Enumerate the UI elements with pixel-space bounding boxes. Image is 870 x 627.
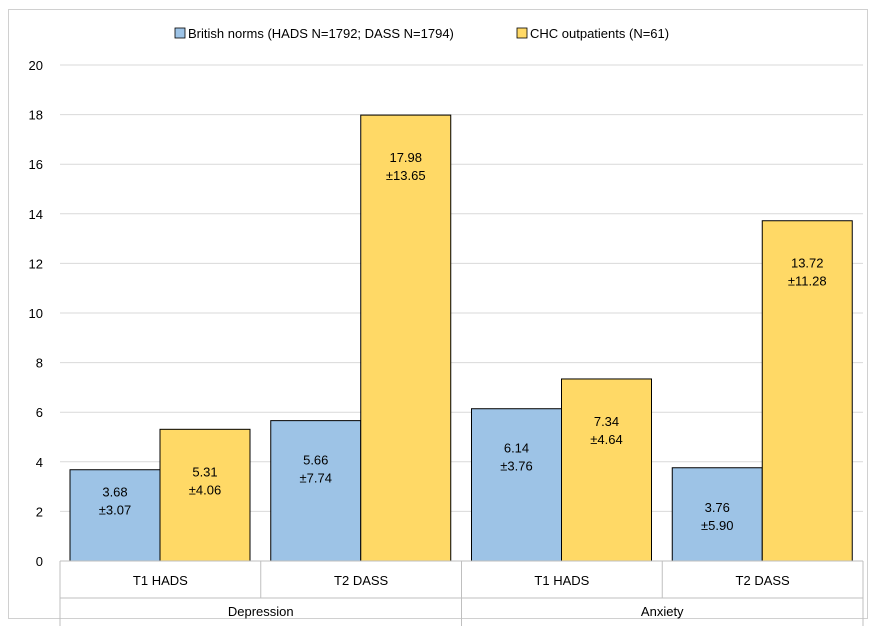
data-label: 7.34	[594, 414, 619, 429]
y-tick-label: 12	[29, 256, 43, 271]
y-axis: 0 2 4 6 8 10 12 14 16 18 20	[29, 58, 43, 569]
legend-label-british-norms: British norms (HADS N=1792; DASS N=1794)	[188, 26, 454, 41]
data-label: ±13.65	[386, 168, 426, 183]
data-label: ±4.64	[590, 432, 622, 447]
legend: British norms (HADS N=1792; DASS N=1794)…	[174, 26, 669, 41]
data-label: 5.66	[303, 453, 328, 468]
bar	[561, 378, 652, 562]
group-label: Depression	[228, 604, 294, 619]
data-label: 3.76	[705, 500, 730, 515]
x-tick-label: T2 DASS	[736, 573, 791, 588]
y-tick-label: 4	[36, 455, 43, 470]
data-label: ±3.07	[99, 503, 131, 518]
x-tick-label: T2 DASS	[334, 573, 389, 588]
data-label: ±7.74	[300, 471, 332, 486]
bar	[69, 469, 161, 562]
y-tick-label: 20	[29, 58, 43, 73]
y-tick-label: 16	[29, 157, 43, 172]
x-tick-label: T1 HADS	[133, 573, 188, 588]
bar	[360, 114, 452, 562]
data-label: ±4.06	[189, 482, 221, 497]
data-label: ±3.76	[500, 459, 532, 474]
legend-swatch-british-norms	[174, 27, 186, 39]
legend-swatch-chc-outpatients	[516, 27, 528, 39]
data-label: ±5.90	[701, 518, 733, 533]
bar	[471, 408, 562, 562]
data-label: 17.98	[389, 150, 422, 165]
bar	[159, 428, 251, 562]
data-label: ±11.28	[788, 274, 827, 289]
data-labels: 3.68 ±3.07 5.66 ±7.74 6.14 ±3.76 3.76 ±5.90 5.31…	[99, 150, 827, 533]
y-tick-label: 8	[36, 356, 43, 371]
bars	[69, 114, 853, 562]
x-tick-label: T1 HADS	[534, 573, 589, 588]
y-tick-label: 18	[29, 108, 43, 123]
y-tick-label: 0	[36, 554, 43, 569]
data-label: 5.31	[192, 464, 217, 479]
legend-label-chc-outpatients: CHC outpatients (N=61)	[530, 26, 669, 41]
y-tick-label: 2	[36, 504, 43, 519]
group-label: Anxiety	[641, 604, 684, 619]
data-label: 6.14	[504, 441, 529, 456]
x-axis: T1 HADS T2 DASS T1 HADS T2 DASS Depression An…	[59, 560, 864, 626]
bar	[270, 420, 362, 562]
data-label: 3.68	[102, 485, 127, 500]
y-tick-label: 10	[29, 306, 43, 321]
y-tick-label: 14	[29, 207, 43, 222]
data-label: 13.72	[791, 256, 824, 271]
bar	[761, 220, 853, 562]
y-tick-label: 6	[36, 405, 43, 420]
